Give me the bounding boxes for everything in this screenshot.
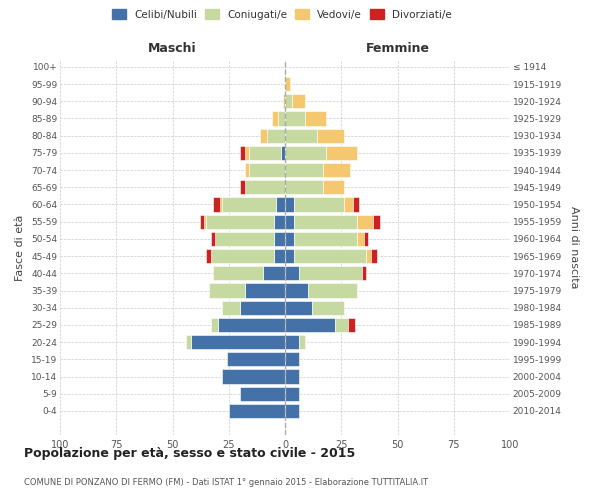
- Bar: [285, 232, 294, 246]
- Bar: [294, 214, 357, 229]
- Bar: [285, 163, 323, 177]
- Bar: [240, 180, 245, 194]
- Bar: [366, 249, 371, 263]
- Bar: [285, 370, 299, 384]
- Bar: [357, 232, 364, 246]
- Text: COMUNE DI PONZANO DI FERMO (FM) - Dati ISTAT 1° gennaio 2015 - Elaborazione TUTT: COMUNE DI PONZANO DI FERMO (FM) - Dati I…: [24, 478, 428, 487]
- Bar: [206, 214, 274, 229]
- Bar: [299, 335, 305, 349]
- Bar: [267, 128, 285, 143]
- Bar: [357, 214, 373, 229]
- Bar: [361, 266, 366, 280]
- Bar: [240, 146, 245, 160]
- Bar: [245, 146, 249, 160]
- Bar: [260, 128, 267, 143]
- Bar: [285, 249, 294, 263]
- Bar: [292, 94, 305, 108]
- Bar: [343, 198, 353, 211]
- Bar: [222, 198, 276, 211]
- Bar: [285, 266, 299, 280]
- Text: Femmine: Femmine: [365, 42, 430, 55]
- Bar: [294, 198, 343, 211]
- Bar: [191, 335, 285, 349]
- Bar: [308, 284, 357, 298]
- Bar: [285, 404, 299, 418]
- Bar: [285, 352, 299, 366]
- Bar: [220, 198, 222, 211]
- Bar: [240, 386, 285, 401]
- Bar: [245, 284, 285, 298]
- Bar: [348, 318, 355, 332]
- Bar: [245, 180, 285, 194]
- Bar: [249, 146, 281, 160]
- Bar: [263, 266, 285, 280]
- Bar: [285, 300, 312, 315]
- Y-axis label: Anni di nascita: Anni di nascita: [569, 206, 578, 289]
- Bar: [285, 198, 294, 211]
- Bar: [222, 300, 240, 315]
- Bar: [285, 146, 325, 160]
- Bar: [317, 128, 343, 143]
- Bar: [283, 94, 285, 108]
- Bar: [294, 232, 357, 246]
- Bar: [209, 284, 245, 298]
- Bar: [285, 335, 299, 349]
- Bar: [271, 112, 278, 126]
- Y-axis label: Fasce di età: Fasce di età: [16, 214, 25, 280]
- Text: Popolazione per età, sesso e stato civile - 2015: Popolazione per età, sesso e stato civil…: [24, 448, 355, 460]
- Bar: [204, 214, 206, 229]
- Bar: [278, 112, 285, 126]
- Bar: [245, 163, 249, 177]
- Bar: [199, 214, 204, 229]
- Text: Maschi: Maschi: [148, 42, 197, 55]
- Bar: [364, 232, 368, 246]
- Bar: [312, 300, 343, 315]
- Bar: [371, 249, 377, 263]
- Bar: [211, 318, 218, 332]
- Bar: [213, 198, 220, 211]
- Bar: [305, 112, 325, 126]
- Bar: [249, 163, 285, 177]
- Bar: [325, 146, 357, 160]
- Bar: [373, 214, 380, 229]
- Bar: [285, 77, 290, 91]
- Bar: [281, 146, 285, 160]
- Bar: [206, 249, 211, 263]
- Bar: [323, 163, 350, 177]
- Bar: [274, 214, 285, 229]
- Bar: [211, 249, 274, 263]
- Bar: [285, 94, 292, 108]
- Bar: [299, 266, 361, 280]
- Bar: [285, 284, 308, 298]
- Bar: [186, 335, 191, 349]
- Bar: [215, 232, 274, 246]
- Bar: [222, 370, 285, 384]
- Bar: [227, 352, 285, 366]
- Bar: [285, 180, 323, 194]
- Bar: [294, 249, 366, 263]
- Bar: [213, 266, 263, 280]
- Bar: [285, 112, 305, 126]
- Bar: [323, 180, 343, 194]
- Legend: Celibi/Nubili, Coniugati/e, Vedovi/e, Divorziati/e: Celibi/Nubili, Coniugati/e, Vedovi/e, Di…: [108, 5, 456, 24]
- Bar: [285, 386, 299, 401]
- Bar: [274, 232, 285, 246]
- Bar: [240, 300, 285, 315]
- Bar: [335, 318, 348, 332]
- Bar: [274, 249, 285, 263]
- Bar: [285, 214, 294, 229]
- Bar: [211, 232, 215, 246]
- Bar: [285, 318, 335, 332]
- Bar: [285, 128, 317, 143]
- Bar: [229, 404, 285, 418]
- Bar: [218, 318, 285, 332]
- Bar: [276, 198, 285, 211]
- Bar: [353, 198, 359, 211]
